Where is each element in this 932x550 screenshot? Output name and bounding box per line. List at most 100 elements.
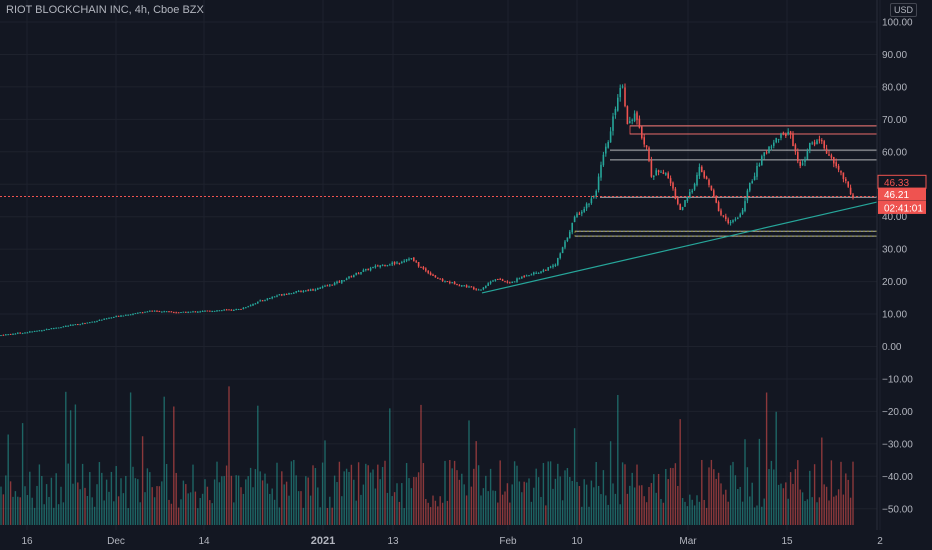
volume-bar xyxy=(705,507,708,525)
volume-bar xyxy=(734,475,737,525)
candle-body xyxy=(782,132,785,134)
candle-body xyxy=(151,310,153,312)
volume-bar xyxy=(276,462,278,525)
volume-bar xyxy=(693,505,696,525)
volume-bar xyxy=(506,483,509,525)
volume-bar xyxy=(823,484,825,525)
volume-bar xyxy=(120,478,122,525)
candle-body xyxy=(225,309,228,311)
volume-bar xyxy=(581,506,583,525)
candle-body xyxy=(516,278,518,282)
candle-body xyxy=(206,310,209,312)
candle-body xyxy=(441,278,444,282)
candle-body xyxy=(93,321,96,323)
candle-body xyxy=(331,284,333,286)
volume-bar xyxy=(669,467,672,525)
candle-body xyxy=(209,310,211,312)
volume-bar xyxy=(427,502,429,525)
candle-body xyxy=(86,322,89,324)
volume-bar xyxy=(689,494,691,525)
volume-bar xyxy=(189,492,192,525)
candle-body xyxy=(288,293,290,295)
candle-body xyxy=(696,174,698,186)
candle-body xyxy=(756,165,758,177)
volume-bar xyxy=(393,492,396,525)
symbol-title[interactable]: RIOT BLOCKCHAIN INC, 4h, Cboe BZX xyxy=(6,4,204,16)
x-tick-label: 14 xyxy=(198,536,210,547)
candle-body xyxy=(429,272,432,275)
candle-body xyxy=(405,259,408,261)
candle-body xyxy=(276,295,278,297)
candle-body xyxy=(185,311,187,313)
candle-body xyxy=(348,276,350,279)
volume-bar xyxy=(840,461,842,525)
volume-bar xyxy=(516,465,518,525)
currency-label[interactable]: USD xyxy=(890,3,918,17)
candle-body xyxy=(343,280,345,282)
candle-body xyxy=(194,311,197,313)
volume-bar xyxy=(36,485,38,525)
candle-body xyxy=(518,278,521,280)
volume-bar xyxy=(794,469,797,525)
candle-body xyxy=(504,281,506,283)
candle-body xyxy=(5,334,7,336)
volume-bar xyxy=(439,496,441,525)
candle-body xyxy=(14,333,17,335)
volume-bar xyxy=(103,500,105,525)
volume-bar xyxy=(105,479,108,525)
volume-bar xyxy=(701,459,703,525)
volume-bar xyxy=(549,461,552,525)
volume-bar xyxy=(360,494,362,525)
candle-body xyxy=(101,319,103,321)
volume-bar xyxy=(624,464,626,525)
candle-body xyxy=(137,312,139,314)
candle-body xyxy=(684,200,686,207)
volume-bar xyxy=(777,484,780,525)
volume-bar xyxy=(261,480,264,525)
y-tick-label: −50.00 xyxy=(882,504,913,515)
candle-body xyxy=(110,317,113,319)
candle-body xyxy=(415,261,417,263)
candle-body xyxy=(806,151,809,160)
candle-body xyxy=(535,272,537,274)
candle-body xyxy=(463,285,465,287)
candle-body xyxy=(204,310,206,312)
candle-body xyxy=(216,310,218,312)
price-label-text: 46.21 xyxy=(884,190,909,201)
volume-bar xyxy=(835,495,837,525)
volume-bar xyxy=(225,465,228,525)
volume-bar xyxy=(329,496,331,525)
volume-bar xyxy=(324,440,326,525)
volume-bars xyxy=(0,386,854,525)
volume-bar xyxy=(645,502,648,525)
overlays xyxy=(0,196,878,294)
candle-body xyxy=(609,131,612,143)
volume-bar xyxy=(206,486,209,525)
volume-bar xyxy=(9,481,12,525)
price-label-text: 46.33 xyxy=(884,178,909,189)
volume-bar xyxy=(650,483,653,525)
candle-body xyxy=(799,161,801,166)
candle-body xyxy=(413,257,415,261)
candle-body xyxy=(605,146,607,154)
candle-body xyxy=(199,311,201,313)
price-axis[interactable]: 100.0090.0080.0070.0060.0050.0040.0030.0… xyxy=(882,18,913,516)
candle-body xyxy=(324,285,326,287)
candle-body xyxy=(314,289,317,291)
candle-body xyxy=(744,201,746,211)
volume-bar xyxy=(698,501,701,525)
candle-body xyxy=(408,258,410,260)
candle-body xyxy=(41,330,43,332)
candle-body xyxy=(271,297,273,299)
time-axis[interactable]: 16 Dec 14 2021 13 Feb 10 Mar 15 2 xyxy=(21,535,883,547)
volume-bar xyxy=(415,477,417,525)
volume-bar xyxy=(523,481,525,525)
candle-body xyxy=(403,260,405,262)
volume-bar xyxy=(266,483,269,525)
volume-bar xyxy=(254,469,257,525)
candle-body xyxy=(401,262,403,264)
candle-body xyxy=(578,213,581,215)
volume-bar xyxy=(319,507,321,525)
candle-body xyxy=(384,264,386,266)
